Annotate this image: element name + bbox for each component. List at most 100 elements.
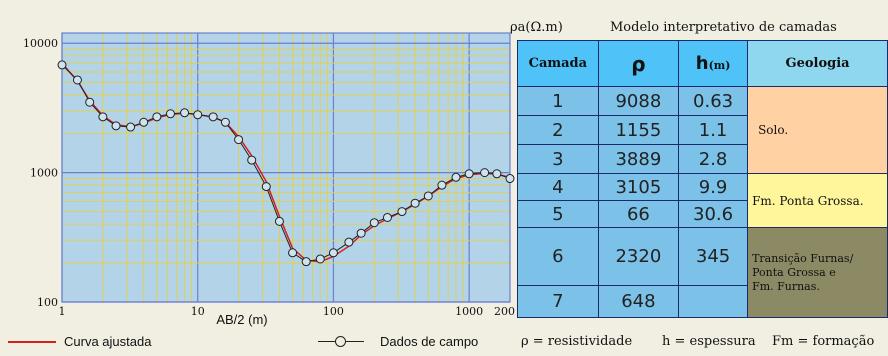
table-row: 2 1155 1.1 xyxy=(517,115,888,145)
field-data-point xyxy=(111,121,121,131)
layer-7-rho: 648 xyxy=(597,285,680,318)
layer-2-camada: 2 xyxy=(517,115,599,145)
header-rho: ρ xyxy=(597,40,680,87)
layer-5-rho: 66 xyxy=(597,200,680,228)
y-tick-label: 1000 xyxy=(30,167,58,180)
y-tick-label: 100 xyxy=(37,296,58,309)
layer-3-camada: 3 xyxy=(517,144,599,174)
layer-2-h: 1.1 xyxy=(678,115,749,145)
field-data-point xyxy=(328,248,338,258)
table-row: 4 3105 9.9 Fm. Ponta Grossa. xyxy=(517,173,888,228)
x-tick-label: 2000 xyxy=(494,305,515,318)
field-data-point xyxy=(423,191,433,201)
fitted-curve-legend-swatch xyxy=(8,341,56,343)
geology-transicao-line-3: Fm. Furnas. xyxy=(752,279,820,293)
geology-solo: Solo. xyxy=(747,86,888,174)
layer-1-rho: 9088 xyxy=(597,86,680,116)
field-data-legend-marker xyxy=(335,336,346,347)
header-rho-symbol: ρ xyxy=(631,51,646,76)
field-data-point xyxy=(356,228,366,238)
field-data-point xyxy=(220,117,230,127)
field-data-point xyxy=(152,112,162,122)
table-row: 7 648 xyxy=(517,285,888,318)
field-data-point xyxy=(234,135,244,145)
resistivity-chart: 1 10 100 1000 2000 100 1000 10000 AB/2 (m) xyxy=(23,32,515,327)
layer-1-h: 0.63 xyxy=(678,86,749,116)
field-data-point xyxy=(274,216,284,226)
table-row: 3 3889 2.8 xyxy=(517,144,888,174)
layer-7-h xyxy=(678,285,749,318)
field-data-point xyxy=(344,237,354,247)
field-data-line xyxy=(61,64,511,263)
y-axis-label: ρa(Ω.m) xyxy=(510,20,563,35)
header-h-unit: (m) xyxy=(708,59,731,72)
legend-h-definition: h = espessura xyxy=(662,334,756,349)
x-tick-label: 1 xyxy=(59,305,66,318)
header-geologia: Geologia xyxy=(747,40,888,87)
field-data-point xyxy=(180,108,190,118)
field-data-point xyxy=(247,155,257,165)
x-tick-label: 1000 xyxy=(455,305,483,318)
geology-transicao-line-1: Transição Furnas/ xyxy=(752,251,854,265)
plot-border xyxy=(61,32,511,303)
field-data-point xyxy=(480,168,490,178)
table-header-row: Camada ρ h(m) Geologia xyxy=(517,40,888,87)
field-data-point xyxy=(165,109,175,119)
layer-7-camada: 7 xyxy=(517,285,599,318)
model-title: Modelo interpretativo de camadas xyxy=(610,20,837,35)
x-tick-label: 100 xyxy=(323,305,344,318)
layer-5-camada: 5 xyxy=(517,200,599,228)
field-data-point xyxy=(397,207,407,217)
field-data-point xyxy=(382,212,392,222)
layer-4-camada: 4 xyxy=(517,173,599,201)
layer-3-rho: 3889 xyxy=(597,144,680,174)
table-row: 6 2320 345 Transição Furnas/ Ponta Gross… xyxy=(517,227,888,318)
field-data-point xyxy=(208,112,218,122)
header-camada: Camada xyxy=(517,40,599,87)
layer-4-h: 9.9 xyxy=(678,173,749,201)
plot-area xyxy=(62,33,510,302)
legend-fm-definition: Fm = formação xyxy=(772,334,875,349)
geology-transicao: Transição Furnas/ Ponta Grossa e Fm. Fur… xyxy=(747,227,888,318)
field-data-point xyxy=(139,117,149,127)
field-data-point xyxy=(72,75,82,85)
field-data-point xyxy=(288,248,298,258)
field-data-point xyxy=(98,112,108,122)
layer-6-rho: 2320 xyxy=(597,227,680,286)
field-data-point xyxy=(410,198,420,208)
y-tick-label: 10000 xyxy=(23,37,58,50)
field-data-point xyxy=(464,169,474,179)
layer-4-rho: 3105 xyxy=(597,173,680,201)
layer-2-rho: 1155 xyxy=(597,115,680,145)
field-data-point xyxy=(437,180,447,190)
field-data-point xyxy=(451,172,461,182)
field-data-point xyxy=(492,169,502,179)
legend-footer: Curva ajustada Dados de campo ρ = resist… xyxy=(0,330,888,356)
layer-6-camada: 6 xyxy=(517,227,599,286)
geology-transicao-line-2: Ponta Grossa e xyxy=(752,265,836,279)
legend-field: Dados de campo xyxy=(380,334,479,349)
x-tick-label: 10 xyxy=(191,305,205,318)
header-h-symbol: h xyxy=(695,53,709,74)
layer-model-table: Camada ρ h(m) Geologia 1 9088 0.63 Solo.… xyxy=(517,40,888,318)
layer-3-h: 2.8 xyxy=(678,144,749,174)
table-row: 1 9088 0.63 Solo. xyxy=(517,86,888,174)
field-data-point xyxy=(261,182,271,192)
field-data-point xyxy=(193,110,203,120)
header-h: h(m) xyxy=(678,40,749,87)
legend-fitted: Curva ajustada xyxy=(64,334,152,349)
field-data-point xyxy=(315,254,325,264)
field-data-point xyxy=(505,174,515,184)
legend-rho-definition: ρ = resistividade xyxy=(521,334,633,349)
layer-6-h: 345 xyxy=(678,227,749,286)
field-data-point xyxy=(301,257,311,267)
geology-ponta-grossa: Fm. Ponta Grossa. xyxy=(747,173,888,228)
layer-1-camada: 1 xyxy=(517,86,599,116)
field-data-point xyxy=(57,60,67,70)
field-data-point xyxy=(369,218,379,228)
field-data-point xyxy=(85,97,95,107)
layer-5-h: 30.6 xyxy=(678,200,749,228)
x-axis-label: AB/2 (m) xyxy=(216,312,267,327)
field-data-point xyxy=(126,122,136,132)
